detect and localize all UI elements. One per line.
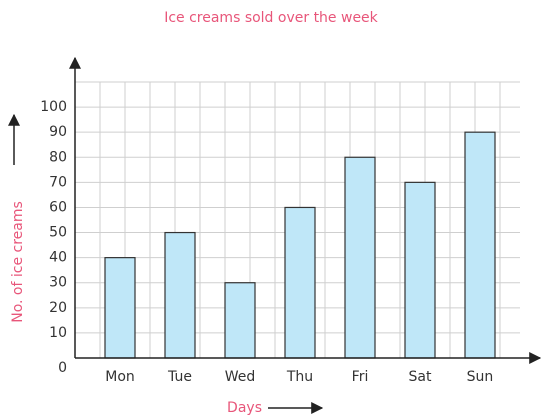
bar bbox=[344, 156, 376, 359]
y-tick-label: 70 bbox=[49, 174, 67, 190]
y-tick-label: 100 bbox=[40, 99, 67, 115]
x-tick-label: Fri bbox=[352, 369, 369, 385]
y-axis-label: No. of ice creams bbox=[10, 201, 26, 323]
y-tick-label: 50 bbox=[49, 225, 67, 241]
x-tick-label: Mon bbox=[105, 369, 135, 385]
x-tick-label: Wed bbox=[225, 369, 256, 385]
y-tick-label: 30 bbox=[49, 275, 67, 291]
y-tick-label: 20 bbox=[49, 300, 67, 316]
y-tick-label: 0 bbox=[58, 360, 67, 376]
bar bbox=[464, 131, 496, 359]
chart-title: Ice creams sold over the week bbox=[164, 10, 378, 26]
y-tick-label: 60 bbox=[49, 199, 67, 215]
bar bbox=[224, 282, 256, 359]
x-tick-label: Tue bbox=[167, 369, 192, 385]
x-tick-label: Sat bbox=[409, 369, 432, 385]
y-tick-label: 40 bbox=[49, 250, 67, 266]
bar bbox=[404, 181, 436, 359]
bar bbox=[284, 206, 316, 359]
x-tick-label: Sun bbox=[467, 369, 494, 385]
x-tick-label: Thu bbox=[286, 369, 313, 385]
y-tick-label: 80 bbox=[49, 149, 67, 165]
bar bbox=[164, 231, 196, 359]
bar bbox=[104, 257, 136, 359]
x-axis-label: Days bbox=[227, 400, 262, 416]
y-tick-label: 90 bbox=[49, 124, 67, 140]
y-tick-label: 10 bbox=[49, 325, 67, 341]
